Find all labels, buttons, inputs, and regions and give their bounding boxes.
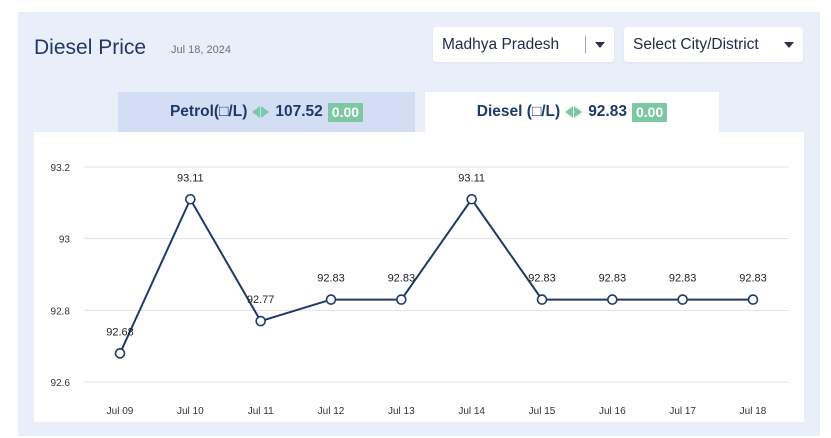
x-tick-label: Jul 10: [177, 406, 204, 417]
data-point[interactable]: [607, 294, 618, 305]
price-line-chart: 92.6 92.8 93 93.2 Jul 09 Jul 10 Jul 11 Jul 12 Ju…: [51, 163, 789, 417]
data-label: 92.83: [599, 273, 627, 285]
caret-down-icon[interactable]: [595, 41, 605, 48]
data-label: 92.83: [388, 273, 416, 285]
state-select[interactable]: Madhya Pradesh: [433, 27, 614, 62]
y-tick-label: 93: [59, 235, 71, 246]
tab-diesel-price: 92.83: [588, 103, 627, 120]
x-tick-label: Jul 16: [599, 406, 626, 417]
x-tick-label: Jul 14: [458, 406, 485, 417]
tab-diesel-label: Diesel (□/L): [476, 103, 561, 120]
left-right-arrows-icon: [565, 106, 583, 118]
city-select[interactable]: Select City/District: [624, 27, 803, 62]
price-date: Jul 18, 2024: [171, 44, 231, 56]
data-label: 92.77: [247, 294, 275, 306]
x-tick-label: Jul 17: [669, 406, 696, 417]
tab-petrol-label: Petrol(□/L): [169, 103, 248, 120]
x-tick-label: Jul 12: [318, 406, 345, 417]
city-select-placeholder: Select City/District: [633, 35, 759, 53]
tab-petrol-price: 107.52: [275, 103, 323, 120]
data-label: 92.83: [739, 273, 767, 285]
x-tick-label: Jul 18: [740, 406, 767, 417]
caret-down-icon[interactable]: [784, 41, 794, 48]
data-point[interactable]: [466, 193, 477, 205]
state-select-value: Madhya Pradesh: [442, 35, 560, 53]
series-line: [119, 197, 753, 354]
page-title: Diesel Price: [34, 36, 147, 59]
y-tick-label: 93.2: [51, 163, 71, 174]
data-point[interactable]: [185, 193, 196, 205]
data-label: 93.11: [177, 172, 204, 184]
x-tick-label: Jul 11: [248, 406, 274, 417]
x-tick-label: Jul 13: [388, 406, 415, 417]
data-label: 93.11: [458, 172, 485, 184]
tab-diesel[interactable]: Diesel (□/L) 92.83 0.00: [425, 92, 719, 132]
data-label: 92.83: [528, 273, 556, 285]
price-chart-card: 92.6 92.8 93 93.2 Jul 09 Jul 10 Jul 11 Jul 12 Ju…: [34, 132, 804, 422]
select-divider: [585, 36, 586, 53]
left-right-arrows-icon: [252, 106, 270, 118]
data-point[interactable]: [325, 294, 337, 305]
data-label: 92.83: [317, 273, 345, 285]
data-point[interactable]: [114, 348, 126, 359]
x-tick-label: Jul 09: [107, 406, 134, 417]
data-point[interactable]: [747, 294, 759, 305]
y-tick-label: 92.6: [51, 378, 71, 389]
data-point[interactable]: [677, 294, 688, 305]
data-label: 92.83: [669, 273, 697, 285]
tab-petrol-change-badge: 0.00: [327, 102, 364, 122]
data-point[interactable]: [396, 294, 407, 305]
y-tick-label: 92.8: [51, 306, 71, 317]
tab-petrol[interactable]: Petrol(□/L) 107.52 0.00: [118, 92, 415, 132]
data-label: 92.68: [106, 326, 134, 338]
x-tick-label: Jul 15: [529, 406, 556, 417]
tab-diesel-change-badge: 0.00: [631, 102, 668, 122]
diesel-price-widget: Diesel Price Jul 18, 2024 Madhya Pradesh…: [18, 12, 820, 436]
data-point[interactable]: [255, 315, 266, 327]
data-point[interactable]: [536, 294, 548, 305]
